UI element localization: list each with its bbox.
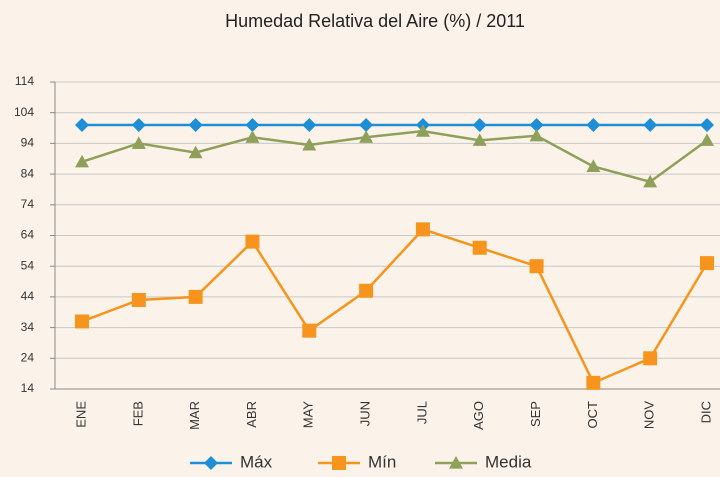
data-point [586,117,601,132]
y-tick-label: 14 [21,381,35,395]
x-tick-label: JUL [414,401,429,424]
y-tick-label: 34 [21,320,35,334]
y-tick-label: 94 [21,136,35,150]
data-point [75,314,89,329]
legend-item: Mín [318,452,396,471]
data-point [643,351,658,366]
data-point [586,159,601,173]
y-tick-label: 44 [21,289,35,303]
data-point [586,375,601,390]
y-tick-label: 54 [21,258,35,272]
data-point [359,130,374,143]
data-point [700,133,714,146]
x-tick-label: DIC [698,401,713,423]
data-point [472,117,487,132]
y-tick-label: 104 [14,105,34,119]
data-point [188,145,203,159]
x-tick-label: AGO [471,401,486,430]
x-tick-label: ENE [73,401,88,428]
data-point [529,117,544,132]
legend-marker [332,456,346,470]
x-tick-label: MAY [301,401,316,429]
data-point [188,289,203,304]
y-tick-label: 84 [21,166,35,180]
legend-label: Media [485,452,532,471]
data-point [700,117,714,132]
legend-item: Media [435,452,532,471]
data-point [643,117,658,132]
data-point [245,234,260,249]
legend-marker [204,456,218,470]
data-point [302,137,317,151]
x-tick-label: SEP [528,401,543,427]
data-point [529,128,544,142]
data-point [245,130,260,143]
legend-item: Máx [190,452,273,471]
x-tick-label: OCT [585,401,600,429]
data-point [131,136,146,149]
y-tick-label: 64 [21,228,35,242]
data-point [131,117,146,132]
data-point [700,256,714,271]
data-point [188,117,203,132]
data-point [415,124,430,137]
data-point [643,174,658,188]
data-point [529,259,544,274]
x-tick-label: FEB [130,401,145,426]
data-point [131,292,146,307]
y-tick-label: 24 [21,350,35,364]
series-line [81,129,708,184]
data-point [472,133,487,146]
data-point [75,117,89,132]
y-tick-label: 74 [21,197,35,211]
data-point [302,117,317,132]
data-point [415,222,430,237]
data-point [359,117,374,132]
legend-marker [449,456,463,469]
data-point [302,323,317,338]
data-point [472,240,487,255]
x-tick-label: MAR [187,401,202,430]
legend-label: Mín [368,452,396,471]
x-tick-label: JUN [358,401,373,426]
data-point [359,283,374,298]
chart-title: Humedad Relativa del Aire (%) / 2011 [225,11,525,31]
data-point [245,117,260,132]
series-line [81,227,709,385]
data-point [75,154,89,168]
legend-label: Máx [240,452,273,471]
x-tick-label: ABR [244,401,259,428]
y-tick-label: 114 [15,74,34,88]
x-tick-label: NOV [642,401,657,430]
